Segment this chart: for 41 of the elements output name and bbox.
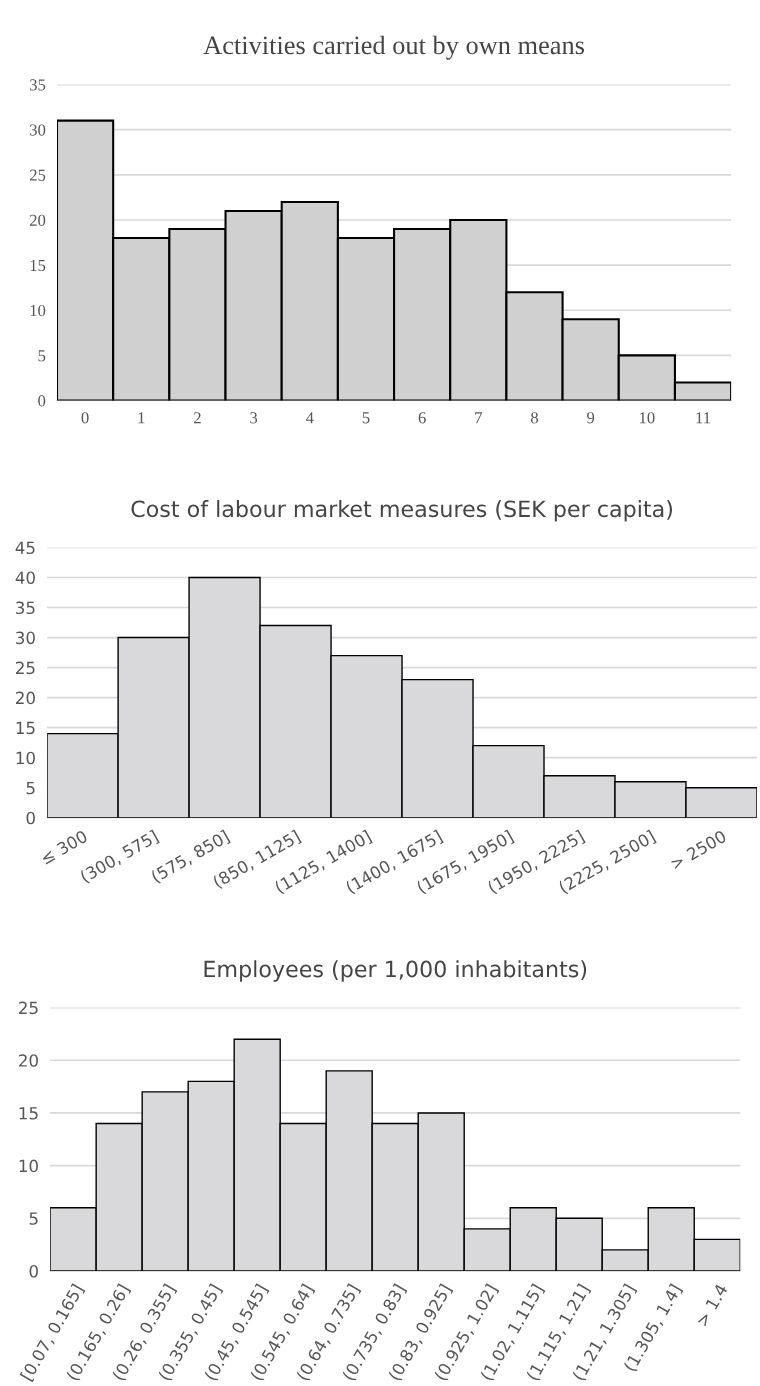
x-tick-label: ≤ 300 xyxy=(40,829,89,865)
x-tick-label: 4 xyxy=(305,412,314,424)
y-tick-label: 30 xyxy=(16,631,35,645)
chart-title: Cost of labour market measures (SEK per capita) xyxy=(131,500,672,522)
x-tick-label: 1 xyxy=(138,412,145,424)
y-tick-label: 25 xyxy=(29,169,46,181)
chart-title: Employees (per 1,000 inhabitants) xyxy=(204,960,587,982)
x-tick-label: 5 xyxy=(362,412,370,424)
x-tick-label: 2 xyxy=(194,412,201,424)
y-tick-label: 25 xyxy=(19,1001,38,1015)
x-tick-label: 0 xyxy=(81,412,89,424)
chart-title: Activities carried out by own means xyxy=(203,35,584,60)
y-tick-label: 10 xyxy=(16,751,35,765)
x-tick-label: 3 xyxy=(250,412,258,424)
x-tick-label: 7 xyxy=(475,412,483,424)
y-tick-label: 15 xyxy=(30,259,46,272)
y-tick-label: 0 xyxy=(26,811,35,825)
x-tick-label: 6 xyxy=(418,412,426,424)
x-tick-label: 9 xyxy=(587,412,595,424)
y-tick-label: 15 xyxy=(16,721,35,735)
y-tick-label: 45 xyxy=(15,541,35,555)
x-tick-label: 10 xyxy=(639,412,655,424)
x-tick-label: 8 xyxy=(530,412,539,424)
y-tick-label: 10 xyxy=(30,304,46,317)
x-tick-label: 11 xyxy=(696,412,711,424)
y-tick-label: 20 xyxy=(16,691,35,705)
y-tick-label: 5 xyxy=(29,1212,38,1225)
y-tick-label: 30 xyxy=(30,124,46,136)
y-tick-label: 5 xyxy=(38,350,46,362)
y-tick-label: 35 xyxy=(16,601,35,615)
y-tick-label: 10 xyxy=(19,1159,38,1173)
y-tick-label: 35 xyxy=(30,79,46,91)
y-tick-label: 25 xyxy=(16,661,35,675)
y-tick-label: 40 xyxy=(15,571,35,585)
x-tick-label: > 1.4 xyxy=(695,1283,728,1327)
y-tick-label: 20 xyxy=(19,1054,38,1067)
y-tick-label: 5 xyxy=(26,781,35,795)
y-tick-label: 0 xyxy=(29,1264,38,1278)
y-tick-label: 20 xyxy=(29,214,46,226)
y-tick-label: 0 xyxy=(38,395,46,407)
y-tick-label: 15 xyxy=(19,1107,38,1120)
